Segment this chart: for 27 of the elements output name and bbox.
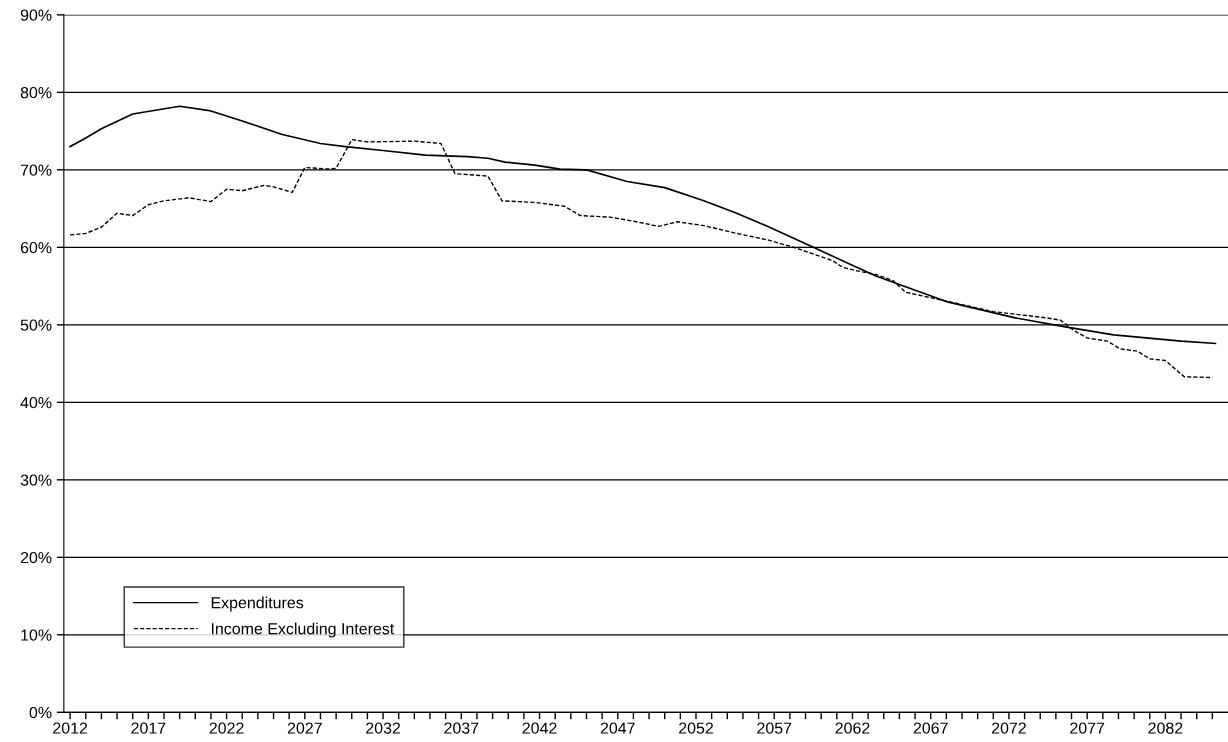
y-tick-label: 20% [20, 551, 52, 564]
x-tick-label: 2072 [991, 722, 1026, 734]
x-tick-label: 2017 [131, 722, 166, 734]
x-tick-label: 2032 [366, 722, 401, 734]
y-tick-label: 40% [20, 396, 52, 409]
x-tick-label: 2047 [600, 722, 635, 734]
y-tick-label: 70% [20, 164, 52, 176]
x-tick-label: 2042 [522, 722, 557, 734]
x-tick-label: 2077 [1070, 722, 1105, 734]
x-tick-label: 2052 [679, 722, 713, 734]
x-tick-label: 2027 [287, 722, 322, 734]
x-tick-label: 2082 [1148, 722, 1183, 734]
y-tick-label: 0% [29, 706, 52, 719]
x-tick-label: 2037 [444, 722, 479, 734]
y-tick-label: 30% [20, 474, 52, 486]
legend-label: Expenditures [211, 596, 304, 612]
y-tick-label: 90% [20, 9, 52, 21]
x-tick-label: 2067 [913, 722, 948, 734]
y-tick-label: 60% [20, 241, 52, 254]
y-tick-label: 80% [20, 86, 52, 99]
y-tick-label: 50% [20, 319, 52, 331]
x-tick-label: 2022 [209, 722, 244, 734]
x-tick-label: 2057 [757, 722, 792, 734]
x-tick-label: 2012 [53, 722, 88, 734]
legend-label: Income Excluding Interest [211, 622, 395, 638]
y-tick-label: 10% [21, 629, 52, 641]
x-tick-label: 2062 [835, 722, 870, 734]
